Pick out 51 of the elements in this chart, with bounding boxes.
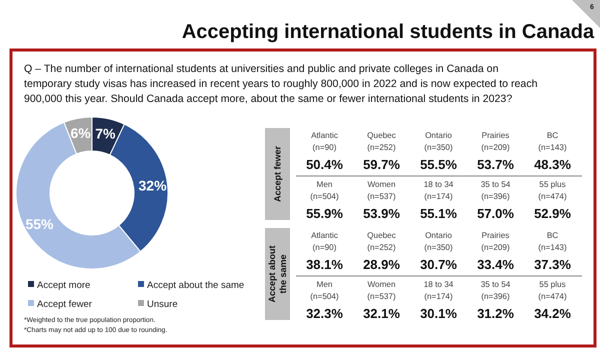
data-label: 55.5%	[420, 157, 458, 172]
data-label: 31.2%	[477, 306, 514, 321]
data-label: 7%	[95, 125, 116, 142]
data-label: 52.9%	[534, 206, 572, 221]
data-label: 34.2%	[534, 306, 572, 321]
data-label: 55.1%	[420, 206, 458, 221]
data-label: 53.7%	[477, 157, 514, 172]
legend-label: Accept about the same	[147, 280, 244, 291]
category-label: 35 to 54 (n=396)	[480, 180, 511, 201]
category-label: Women (n=537)	[367, 180, 396, 201]
data-label: 38.1%	[306, 257, 344, 272]
legend-label: Accept more	[37, 280, 90, 291]
data-label: 33.4%	[477, 257, 514, 272]
category-label: Ontario (n=350)	[424, 131, 453, 152]
category-label: BC (n=143)	[538, 131, 567, 152]
data-label: 32.3%	[306, 306, 344, 321]
data-label: 28.9%	[363, 257, 400, 272]
data-label: 55%	[25, 216, 54, 232]
category-label: 18 to 34 (n=174)	[424, 280, 454, 301]
data-label: 30.7%	[420, 257, 458, 272]
legend-label: Unsure	[147, 299, 178, 310]
data-label: 48.3%	[534, 157, 572, 172]
data-label: 57.0%	[477, 206, 514, 221]
data-label: 32%	[138, 177, 168, 194]
category-label: Ontario (n=350)	[424, 231, 453, 252]
category-label: Women (n=537)	[367, 280, 396, 301]
data-label: 50.4%	[306, 157, 344, 172]
category-label: Atlantic (n=90)	[311, 231, 338, 252]
text: Accept fewer	[272, 145, 282, 202]
category-label: 55 plus (n=474)	[538, 180, 567, 201]
category-label: Prairies (n=209)	[481, 131, 510, 152]
text: Q – The number of international students at universities and public and private colleges in Canada on temporary study visas has increased in recent years to roughly 800,000 in 2022 and is now expected to reach 900,000 this year. Should Canada accept more, about the same or fewer international students in 2023?	[24, 63, 538, 105]
data-label: 53.9%	[363, 206, 400, 221]
data-label: 37.3%	[534, 257, 572, 272]
category-label: 18 to 34 (n=174)	[424, 180, 454, 201]
category-label: 35 to 54 (n=396)	[480, 280, 510, 301]
category-label: Men (n=504)	[310, 280, 339, 301]
category-label: Prairies (n=209)	[481, 231, 510, 252]
category-label: Quebec (n=252)	[367, 231, 396, 252]
data-label: 32.1%	[363, 306, 400, 321]
data-label: 55.9%	[306, 206, 344, 221]
data-label: 6%	[70, 125, 92, 142]
data-label: 59.7%	[363, 157, 400, 172]
category-label: BC (n=143)	[538, 231, 567, 252]
category-label: Men (n=504)	[310, 180, 339, 201]
category-label: Quebec (n=252)	[367, 131, 396, 152]
category-label: 55 plus (n=474)	[538, 280, 567, 301]
legend-label: Accept fewer	[37, 299, 92, 310]
data-label: 30.1%	[420, 306, 458, 321]
text: Accept about the same	[267, 245, 288, 303]
category-label: Atlantic (n=90)	[311, 131, 338, 152]
